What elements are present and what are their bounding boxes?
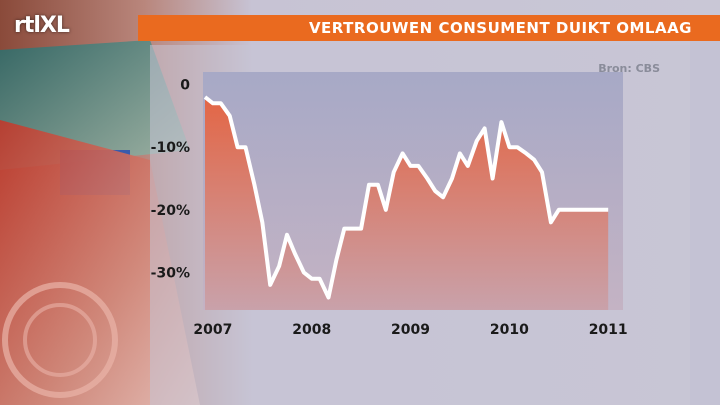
x-tick-label: 2007 xyxy=(193,322,232,338)
y-tick-label: -10% xyxy=(151,140,190,156)
chart-title: VERTROUWEN CONSUMENT DUIKT OMLAAG xyxy=(138,15,720,41)
y-tick-label: -30% xyxy=(151,265,190,281)
source-label: Bron: CBS xyxy=(598,62,660,75)
x-tick-label: 2009 xyxy=(391,322,430,338)
y-tick-label: 0 xyxy=(180,78,190,94)
series-line xyxy=(203,95,609,300)
y-tick-label: -20% xyxy=(151,203,190,219)
channel-logo-text: rtlXL xyxy=(14,12,70,38)
series-area xyxy=(204,97,609,310)
x-tick-label: 2008 xyxy=(292,322,331,338)
x-tick-label: 2011 xyxy=(589,322,628,338)
x-tick-label: 2010 xyxy=(490,322,529,338)
channel-logo: rtlXL xyxy=(14,10,70,40)
